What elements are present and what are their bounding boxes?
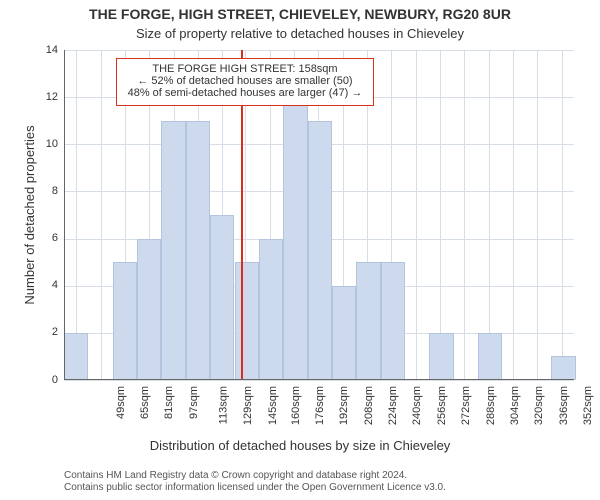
y-tick-label: 10 <box>36 138 58 150</box>
x-tick-label: 160sqm <box>290 386 302 425</box>
gridline-v <box>440 50 441 380</box>
footer-line: Contains public sector information licen… <box>64 482 446 493</box>
y-tick-label: 12 <box>36 91 58 103</box>
gridline-v <box>562 50 563 380</box>
gridline-v <box>76 50 77 380</box>
histogram-bar <box>186 121 210 380</box>
x-tick-label: 49sqm <box>115 386 127 419</box>
gridline-v <box>464 50 465 380</box>
x-tick-label: 304sqm <box>509 386 521 425</box>
y-tick-label: 14 <box>36 44 58 56</box>
histogram-bar <box>478 333 502 380</box>
chart-container: THE FORGE, HIGH STREET, CHIEVELEY, NEWBU… <box>0 0 600 500</box>
histogram-bar <box>356 262 380 380</box>
annotation-box: THE FORGE HIGH STREET: 158sqm← 52% of de… <box>116 58 374 106</box>
histogram-bar <box>161 121 185 380</box>
histogram-bar <box>308 121 332 380</box>
histogram-bar <box>283 97 307 380</box>
annotation-line: ← 52% of detached houses are smaller (50… <box>121 75 369 87</box>
y-tick-label: 6 <box>36 232 58 244</box>
x-tick-label: 97sqm <box>188 386 200 419</box>
histogram-bar <box>332 286 356 380</box>
x-tick-label: 176sqm <box>314 386 326 425</box>
x-axis-line <box>64 379 574 380</box>
histogram-bar <box>235 262 259 380</box>
x-tick-label: 272sqm <box>460 386 472 425</box>
chart-title: THE FORGE, HIGH STREET, CHIEVELEY, NEWBU… <box>0 6 600 22</box>
x-tick-label: 240sqm <box>412 386 424 425</box>
chart-subtitle: Size of property relative to detached ho… <box>0 26 600 41</box>
y-axis-label: Number of detached properties <box>22 115 37 315</box>
histogram-bar <box>429 333 453 380</box>
x-tick-label: 208sqm <box>363 386 375 425</box>
histogram-bar <box>113 262 137 380</box>
gridline-v <box>537 50 538 380</box>
x-axis-label: Distribution of detached houses by size … <box>0 438 600 453</box>
x-tick-label: 192sqm <box>339 386 351 425</box>
y-tick-label: 2 <box>36 326 58 338</box>
y-tick-label: 4 <box>36 279 58 291</box>
histogram-bar <box>551 356 575 380</box>
footer-line: Contains HM Land Registry data © Crown c… <box>64 470 407 481</box>
histogram-bar <box>381 262 405 380</box>
x-tick-label: 224sqm <box>387 386 399 425</box>
annotation-line: 48% of semi-detached houses are larger (… <box>121 87 369 99</box>
x-tick-label: 145sqm <box>267 386 279 425</box>
gridline-v <box>416 50 417 380</box>
y-tick-label: 0 <box>36 374 58 386</box>
gridline-v <box>513 50 514 380</box>
gridline-v <box>101 50 102 380</box>
gridline-h <box>64 380 574 381</box>
x-tick-label: 336sqm <box>558 386 570 425</box>
x-tick-label: 256sqm <box>436 386 448 425</box>
x-tick-label: 113sqm <box>217 386 229 424</box>
x-tick-label: 81sqm <box>163 386 175 419</box>
histogram-bar <box>64 333 88 380</box>
gridline-v <box>489 50 490 380</box>
histogram-bar <box>259 239 283 380</box>
histogram-bar <box>137 239 161 380</box>
x-tick-label: 129sqm <box>243 386 255 425</box>
x-tick-label: 65sqm <box>139 386 151 419</box>
y-tick-label: 8 <box>36 185 58 197</box>
x-tick-label: 288sqm <box>485 386 497 425</box>
histogram-bar <box>210 215 234 380</box>
y-axis-line <box>64 50 65 380</box>
x-tick-label: 320sqm <box>533 386 545 425</box>
x-tick-label: 352sqm <box>582 386 594 425</box>
annotation-line: THE FORGE HIGH STREET: 158sqm <box>121 63 369 75</box>
